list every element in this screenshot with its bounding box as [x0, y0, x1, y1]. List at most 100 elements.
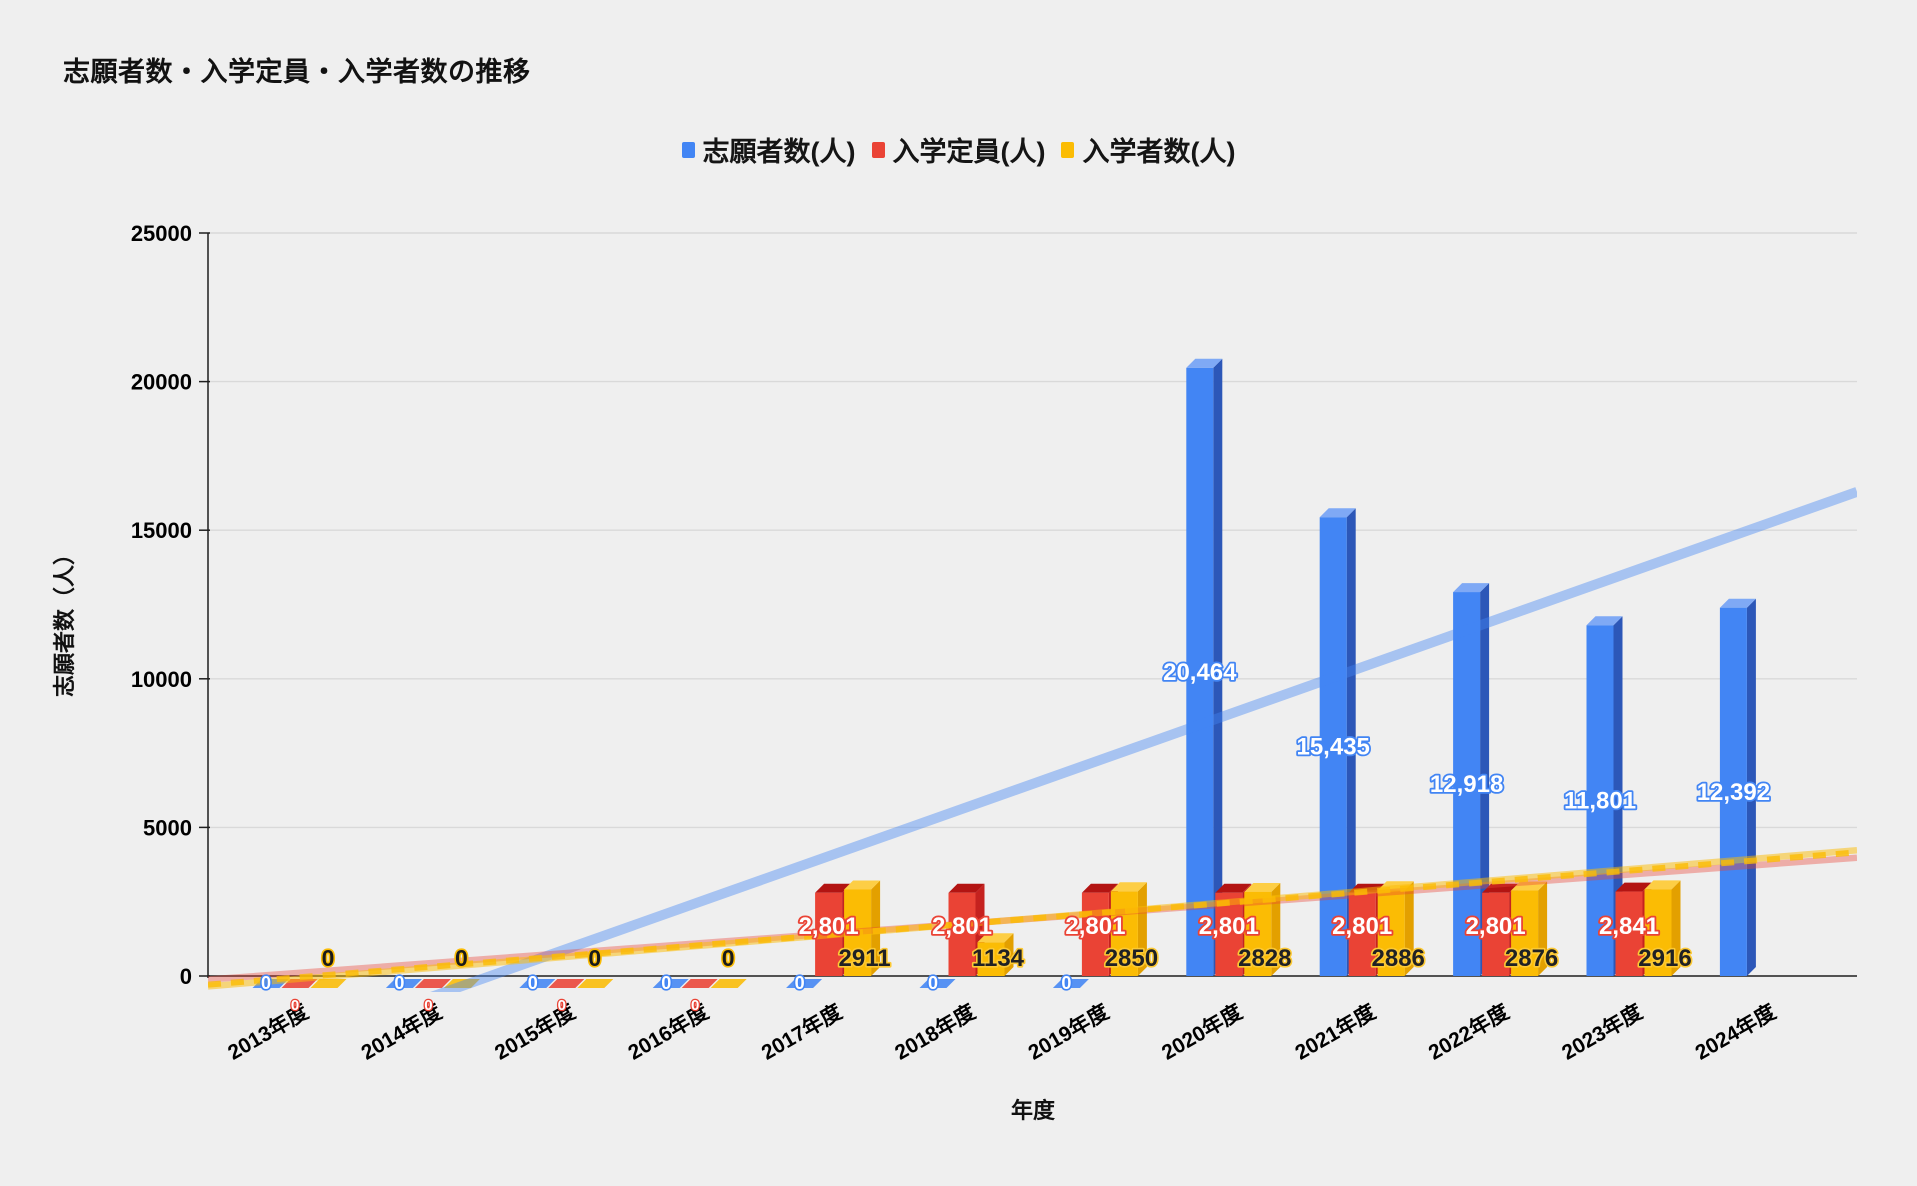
- bar-入学定員(人)-2018年度[interactable]: [948, 892, 976, 976]
- legend-item-applicants[interactable]: 志願者数(人): [681, 130, 856, 169]
- bar-入学者数(人)-2023年度: [1644, 880, 1681, 890]
- bar-志願者数(人)-2021年度: [1346, 508, 1356, 976]
- bar-志願者数(人)-2020年度: [1186, 358, 1223, 368]
- value-label: 2,801: [932, 913, 992, 940]
- bar-志願者数(人)-2023年度[interactable]: [1586, 625, 1614, 976]
- x-tick-label: 2021年度: [1291, 1000, 1380, 1065]
- bar-志願者数(人)-2024年度[interactable]: [1719, 607, 1747, 976]
- bar-入学者数(人)-2022年度[interactable]: [1511, 890, 1539, 976]
- y-axis-title: 志願者数（人）: [52, 543, 77, 697]
- bar-志願者数(人)-2023年度: [1613, 616, 1623, 976]
- value-label: 0: [722, 945, 735, 971]
- value-label: 0: [455, 945, 468, 971]
- bar-入学定員(人)-2022年度[interactable]: [1482, 892, 1510, 976]
- bar-zero-入学定員(人)-2016年度[interactable]: [681, 979, 718, 988]
- y-tick-label: 20000: [131, 370, 192, 395]
- value-label: 2828: [1238, 945, 1291, 972]
- value-label: 2,841: [1599, 913, 1659, 940]
- x-tick-label: 2016年度: [624, 1000, 713, 1065]
- x-axis-title: 年度: [1011, 1098, 1056, 1123]
- legend-label-enrolled: 入学者数(人): [1082, 137, 1236, 167]
- value-label: 0: [691, 997, 699, 1014]
- value-label: 2,801: [1332, 913, 1392, 940]
- bar-入学者数(人)-2018年度: [1004, 933, 1014, 976]
- bar-入学定員(人)-2023年度[interactable]: [1615, 891, 1643, 976]
- bar-入学定員(人)-2017年度: [815, 883, 852, 893]
- bar-入学者数(人)-2017年度: [844, 880, 881, 890]
- chart-title: 志願者数・入学定員・入学者数の推移: [63, 57, 531, 87]
- bar-入学定員(人)-2018年度: [948, 883, 985, 893]
- x-tick-label: 2022年度: [1424, 1000, 1513, 1065]
- x-tick-label: 2018年度: [891, 1000, 980, 1065]
- bar-入学定員(人)-2020年度[interactable]: [1215, 892, 1243, 976]
- legend: 志願者数(人) 入学定員(人) 入学者数(人): [0, 130, 1917, 169]
- bar-入学者数(人)-2021年度[interactable]: [1377, 890, 1405, 976]
- legend-item-capacity[interactable]: 入学定員(人): [871, 130, 1045, 169]
- value-label: 2850: [1105, 945, 1158, 972]
- value-label: 15,435: [1296, 734, 1369, 761]
- x-tick-label: 2017年度: [757, 1000, 846, 1065]
- bar-志願者数(人)-2024年度: [1719, 598, 1756, 608]
- value-label: 0: [291, 997, 299, 1014]
- trendline-志願者数(人): [430, 487, 1857, 992]
- x-tick-label: 2013年度: [224, 1000, 313, 1065]
- value-label: 0: [261, 973, 271, 993]
- bar-入学定員(人)-2019年度: [1081, 883, 1118, 893]
- bar-入学者数(人)-2022年度: [1538, 881, 1548, 976]
- value-label: 2,801: [799, 913, 859, 940]
- bar-zero-志願者数(人)-2018年度[interactable]: [919, 979, 956, 988]
- bar-zero-入学定員(人)-2015年度[interactable]: [548, 979, 585, 988]
- trendline-入学者数(人): [208, 847, 1857, 990]
- value-label: 0: [1061, 973, 1071, 993]
- value-label: 2916: [1638, 945, 1691, 972]
- bar-入学者数(人)-2019年度: [1137, 882, 1147, 976]
- x-tick-label: 2020年度: [1157, 1000, 1246, 1065]
- bar-入学定員(人)-2020年度: [1215, 883, 1252, 893]
- bar-志願者数(人)-2022年度[interactable]: [1453, 592, 1481, 976]
- bar-入学者数(人)-2018年度: [977, 933, 1014, 943]
- value-label: 12,392: [1697, 779, 1770, 806]
- bar-zero-入学者数(人)-2014年度[interactable]: [443, 979, 480, 988]
- value-label: 0: [928, 973, 938, 993]
- bar-zero-入学定員(人)-2014年度[interactable]: [414, 979, 451, 988]
- bar-入学者数(人)-2018年度[interactable]: [977, 942, 1005, 976]
- bar-zero-志願者数(人)-2014年度[interactable]: [385, 979, 422, 988]
- bar-zero-入学者数(人)-2013年度[interactable]: [310, 979, 347, 988]
- bar-入学者数(人)-2020年度: [1244, 882, 1281, 892]
- legend-swatch-enrolled: [1061, 141, 1075, 158]
- bar-入学定員(人)-2023年度: [1615, 882, 1652, 892]
- bar-入学者数(人)-2019年度[interactable]: [1110, 891, 1138, 976]
- bar-志願者数(人)-2021年度[interactable]: [1319, 517, 1347, 976]
- bar-志願者数(人)-2020年度[interactable]: [1186, 367, 1214, 976]
- bar-zero-志願者数(人)-2017年度[interactable]: [786, 979, 823, 988]
- bar-zero-入学者数(人)-2015年度[interactable]: [577, 979, 614, 988]
- bar-入学定員(人)-2022年度: [1482, 883, 1519, 893]
- bar-zero-入学者数(人)-2016年度[interactable]: [710, 979, 747, 988]
- bar-入学者数(人)-2022年度: [1511, 881, 1548, 891]
- bar-入学者数(人)-2023年度[interactable]: [1644, 889, 1672, 976]
- value-label: 2,801: [1199, 913, 1259, 940]
- bar-志願者数(人)-2021年度: [1319, 508, 1356, 518]
- bar-入学者数(人)-2020年度: [1271, 882, 1281, 976]
- bar-志願者数(人)-2020年度: [1213, 358, 1223, 976]
- bar-入学者数(人)-2021年度: [1404, 881, 1414, 976]
- bar-zero-志願者数(人)-2015年度[interactable]: [519, 979, 556, 988]
- value-label: 0: [424, 997, 432, 1014]
- value-label: 2,801: [1466, 913, 1526, 940]
- value-label: 0: [795, 973, 805, 993]
- bar-志願者数(人)-2023年度: [1586, 616, 1623, 626]
- value-label: 0: [558, 997, 566, 1014]
- bar-入学者数(人)-2020年度[interactable]: [1244, 891, 1272, 976]
- bar-入学定員(人)-2019年度[interactable]: [1081, 892, 1109, 976]
- bar-志願者数(人)-2022年度: [1453, 583, 1490, 593]
- value-label: 20,464: [1163, 659, 1237, 686]
- legend-item-enrolled[interactable]: 入学者数(人): [1061, 130, 1235, 169]
- value-label: 1134: [972, 945, 1025, 972]
- bar-入学定員(人)-2021年度[interactable]: [1348, 892, 1376, 976]
- value-label: 2876: [1505, 945, 1558, 972]
- bar-zero-志願者数(人)-2019年度[interactable]: [1052, 979, 1089, 988]
- value-label: 2886: [1372, 945, 1425, 972]
- bar-zero-志願者数(人)-2016年度[interactable]: [652, 979, 689, 988]
- value-label: 0: [322, 945, 335, 971]
